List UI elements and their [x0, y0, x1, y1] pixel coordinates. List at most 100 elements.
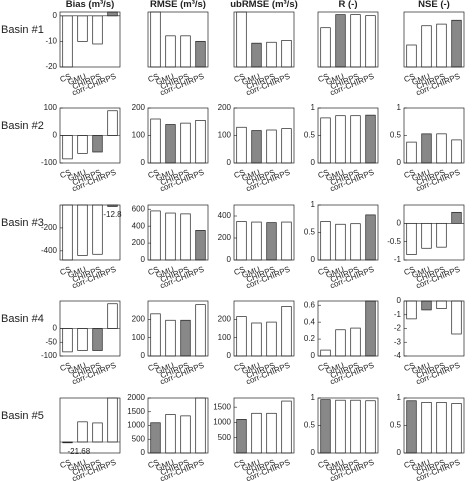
y-tick-label: 0.5	[304, 421, 316, 430]
bar	[165, 212, 176, 261]
bar	[406, 141, 417, 164]
bar	[150, 11, 161, 68]
bar	[350, 399, 361, 454]
bar	[251, 130, 262, 164]
bar	[77, 204, 88, 256]
axes-frame	[59, 300, 121, 357]
bar	[165, 414, 176, 454]
bar	[421, 25, 432, 68]
x-tick-label: CS	[233, 72, 247, 85]
y-tick-label: -100	[41, 158, 58, 167]
x-tick-label: CS	[59, 361, 73, 374]
x-tick-label: CS	[233, 458, 247, 471]
bar	[165, 124, 176, 164]
y-tick-label: 200	[132, 314, 146, 323]
y-tick-label: 0	[397, 158, 402, 167]
value-label: -12.8	[103, 210, 122, 219]
row-label: Basin #2	[1, 120, 44, 132]
x-tick-label: CS	[59, 458, 73, 471]
bar	[180, 213, 191, 261]
y-tick-label: 0	[227, 158, 232, 167]
y-tick-label: 0	[141, 351, 146, 360]
bar	[92, 15, 103, 45]
bar	[281, 306, 292, 357]
bar	[421, 133, 432, 164]
x-tick-label: CS	[403, 458, 417, 471]
y-tick-label: -200	[41, 223, 58, 232]
y-tick-label: -10	[45, 37, 57, 46]
bar	[180, 122, 191, 164]
bar	[266, 222, 277, 261]
bar	[421, 300, 432, 311]
axes-frame	[233, 300, 295, 357]
bar	[180, 415, 191, 454]
bar	[92, 135, 103, 153]
y-tick-label: -50	[45, 337, 57, 346]
y-tick-label: -400	[41, 246, 58, 255]
x-tick-label: CS	[317, 458, 331, 471]
bar	[150, 313, 161, 357]
bar	[436, 300, 447, 309]
y-tick-label: 1500	[213, 402, 231, 411]
bar	[195, 304, 206, 357]
axes-frame	[147, 107, 209, 164]
bar	[251, 412, 262, 454]
bar	[335, 329, 346, 357]
y-tick-label: 500	[218, 433, 232, 442]
bar	[165, 319, 176, 357]
bar	[335, 115, 346, 164]
y-tick-label: 0	[141, 255, 146, 264]
y-tick-label: 200	[218, 314, 232, 323]
row-label: Basin #5	[1, 410, 44, 422]
bar	[77, 421, 88, 443]
y-tick-label: 0.5	[390, 421, 402, 430]
bar	[150, 210, 161, 261]
y-tick-label: 0	[227, 351, 232, 360]
axes-frame	[147, 204, 209, 261]
y-tick-label: 0	[311, 158, 316, 167]
x-tick-label: CS	[233, 168, 247, 181]
bar	[320, 399, 331, 454]
x-tick-label: CS	[147, 361, 161, 374]
y-tick-label: 0	[53, 11, 58, 20]
panel-title: R (-)	[339, 0, 358, 10]
y-tick-label: -1	[394, 310, 402, 319]
bar	[436, 23, 447, 68]
bar	[251, 221, 262, 261]
bar	[62, 135, 73, 160]
bar	[77, 15, 88, 42]
axes-frame	[403, 107, 465, 164]
axes-frame	[147, 11, 209, 68]
bar	[320, 117, 331, 164]
y-tick-label: 1000	[213, 418, 231, 427]
bar	[320, 221, 331, 261]
y-tick-label: 0.4	[304, 317, 316, 326]
x-tick-label: CS	[317, 361, 331, 374]
y-tick-label: -4	[394, 351, 402, 360]
bar	[62, 328, 73, 353]
bar	[266, 321, 277, 357]
bar	[281, 400, 292, 454]
x-tick-label: CS	[147, 458, 161, 471]
y-tick-label: 0	[227, 255, 232, 264]
axes-frame	[59, 107, 121, 164]
bar	[107, 397, 118, 443]
bar	[150, 422, 161, 454]
bar	[251, 42, 262, 68]
axes-frame	[403, 300, 465, 357]
y-tick-label: 0	[311, 255, 316, 264]
bar	[451, 300, 462, 335]
bar	[350, 14, 361, 68]
bar	[365, 214, 376, 261]
bar	[406, 400, 417, 454]
bar	[165, 35, 176, 68]
axes-frame	[317, 397, 379, 454]
axes-frame	[59, 204, 121, 261]
y-tick-label: 0	[53, 131, 58, 140]
x-tick-label: CS	[317, 168, 331, 181]
x-tick-label: CS	[147, 265, 161, 278]
bar	[436, 133, 447, 164]
bar	[92, 204, 103, 255]
bar	[195, 120, 206, 164]
